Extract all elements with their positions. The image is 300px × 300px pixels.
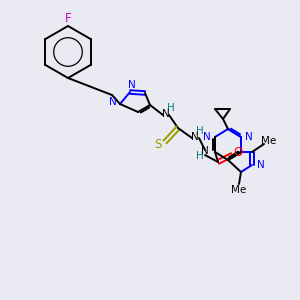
Text: N: N [109,97,117,107]
Text: Me: Me [231,185,247,195]
Text: N: N [191,132,199,142]
Text: N: N [257,160,265,170]
Text: N: N [201,146,209,156]
Text: S: S [154,137,162,151]
Text: H: H [167,103,175,113]
Text: N: N [128,80,136,90]
Text: N: N [245,132,253,142]
Text: H: H [196,126,204,136]
Text: O: O [233,146,243,160]
Text: Me: Me [261,136,277,146]
Text: N: N [203,132,211,142]
Text: H: H [196,151,204,161]
Text: N: N [162,109,170,119]
Text: F: F [65,11,71,25]
